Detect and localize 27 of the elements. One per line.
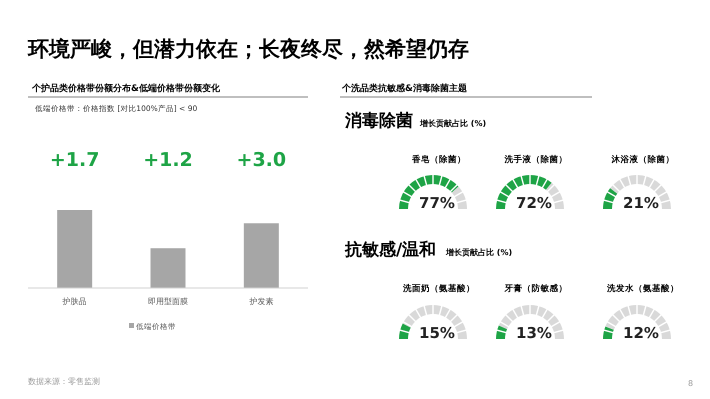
text: 13%: [516, 324, 552, 342]
text: 8: [688, 379, 694, 388]
x-tick-label: 即用型面膜: [148, 297, 188, 306]
text: 77%: [419, 194, 455, 212]
text: 12%: [623, 324, 659, 342]
chart-title: 个护品类价格带份额分布&低端价格带份额变化: [31, 83, 221, 94]
text: 15%: [419, 324, 455, 342]
chart-title: 香皂（除菌）: [411, 154, 466, 165]
text: 个洗品类抗敏感&消毒除菌主题: [341, 83, 467, 94]
source-note: 数据来源：零售监测: [28, 377, 100, 386]
chart-title: 洗发水（氨基酸）: [606, 283, 679, 294]
text: 环境严峻，但潜力依在；长夜终尽，然希望仍存: [27, 37, 469, 61]
text: +3.0: [236, 149, 286, 171]
chart-title: 沐浴液（除菌）: [610, 154, 674, 165]
chart-title: 牙膏（防敏感）: [504, 283, 568, 294]
x-tick-label: 护发素: [248, 297, 274, 306]
text: 消毒除菌: [344, 111, 413, 131]
text: +1.2: [143, 149, 193, 171]
x-tick-label: 护肤品: [62, 297, 87, 306]
text: 增长贡献占比 (%): [445, 248, 512, 257]
chart-title: 洗面奶（氨基酸）: [402, 283, 475, 294]
chart-title: 洗手液（除菌）: [504, 154, 568, 165]
text: 21%: [623, 194, 659, 212]
text: +1.7: [50, 149, 100, 171]
text: 抗敏感/温和: [344, 240, 436, 260]
text: 增长贡献占比 (%): [419, 119, 486, 128]
text: 72%: [516, 194, 552, 212]
